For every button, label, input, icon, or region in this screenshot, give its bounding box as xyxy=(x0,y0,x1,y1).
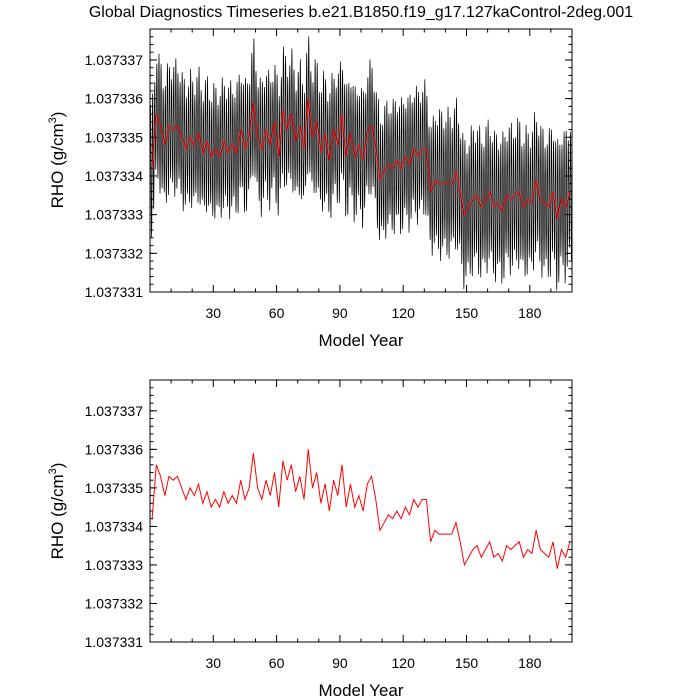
y-axis-label-top-sup: 3 xyxy=(47,117,59,123)
x-tick-labels-bottom: 30 60 90 120 150 180 xyxy=(206,655,542,671)
x-tick-label: 30 xyxy=(206,305,222,321)
panel-bottom: 1.037331 1.037332 1.037333 1.037334 1.037335… xyxy=(47,379,573,700)
x-tick-label: 90 xyxy=(332,655,348,671)
x-tick-label: 150 xyxy=(455,305,479,321)
y-axis-label-bottom-close: ) xyxy=(48,463,67,469)
y-axis-label-bottom: RHO (g/cm3) xyxy=(47,463,67,560)
y-axis-label-bottom-main: RHO (g/cm xyxy=(48,474,67,559)
figure-title: Global Diagnostics Timeseries b.e21.B185… xyxy=(89,4,633,21)
x-tick-label: 60 xyxy=(269,655,285,671)
annual-rho-line xyxy=(151,449,571,569)
y-tick-label: 1.037331 xyxy=(85,284,144,300)
y-axis-label-top-close: ) xyxy=(48,112,67,118)
y-tick-labels-top: 1.037331 1.037332 1.037333 1.037334 1.037335… xyxy=(85,52,144,300)
series-monthly-top xyxy=(149,36,573,291)
y-tick-label: 1.037336 xyxy=(85,91,144,107)
x-tick-label: 150 xyxy=(455,655,479,671)
x-tick-label: 180 xyxy=(518,655,542,671)
plot-frame-bottom xyxy=(149,379,573,643)
y-tick-label: 1.037331 xyxy=(85,634,144,650)
x-axis-label-bottom: Model Year xyxy=(318,681,403,700)
x-tick-label: 120 xyxy=(392,305,416,321)
series-annual-bottom xyxy=(151,449,571,569)
y-tick-label: 1.037335 xyxy=(85,480,144,496)
panel-top: 1.037331 1.037332 1.037333 1.037334 1.037335… xyxy=(47,28,573,350)
y-axis-label-bottom-sup: 3 xyxy=(47,468,59,474)
x-tick-label: 90 xyxy=(332,305,348,321)
x-axis-label-top: Model Year xyxy=(318,331,403,350)
monthly-rho-line xyxy=(149,36,573,291)
y-tick-label: 1.037334 xyxy=(85,168,144,184)
y-tick-label: 1.037337 xyxy=(85,52,144,68)
y-tick-label: 1.037335 xyxy=(85,129,144,145)
y-tick-label: 1.037332 xyxy=(85,245,144,261)
series-annual-top xyxy=(151,98,571,219)
y-tick-label: 1.037336 xyxy=(85,441,144,457)
x-tick-label: 60 xyxy=(269,305,285,321)
y-tick-label: 1.037334 xyxy=(85,518,144,534)
y-tick-label: 1.037333 xyxy=(85,207,144,223)
x-tick-label: 30 xyxy=(206,655,222,671)
y-axis-label-top-main: RHO (g/cm xyxy=(48,123,67,208)
x-tick-labels-top: 30 60 90 120 150 180 xyxy=(206,305,542,321)
axis-ticks-bottom xyxy=(150,379,572,643)
x-tick-label: 180 xyxy=(518,305,542,321)
y-tick-label: 1.037337 xyxy=(85,403,144,419)
y-tick-labels-bottom: 1.037331 1.037332 1.037333 1.037334 1.037335… xyxy=(85,403,144,650)
y-tick-label: 1.037333 xyxy=(85,557,144,573)
annual-rho-line xyxy=(151,98,571,219)
y-tick-label: 1.037332 xyxy=(85,595,144,611)
y-axis-label-top: RHO (g/cm3) xyxy=(47,112,67,209)
x-tick-label: 120 xyxy=(392,655,416,671)
